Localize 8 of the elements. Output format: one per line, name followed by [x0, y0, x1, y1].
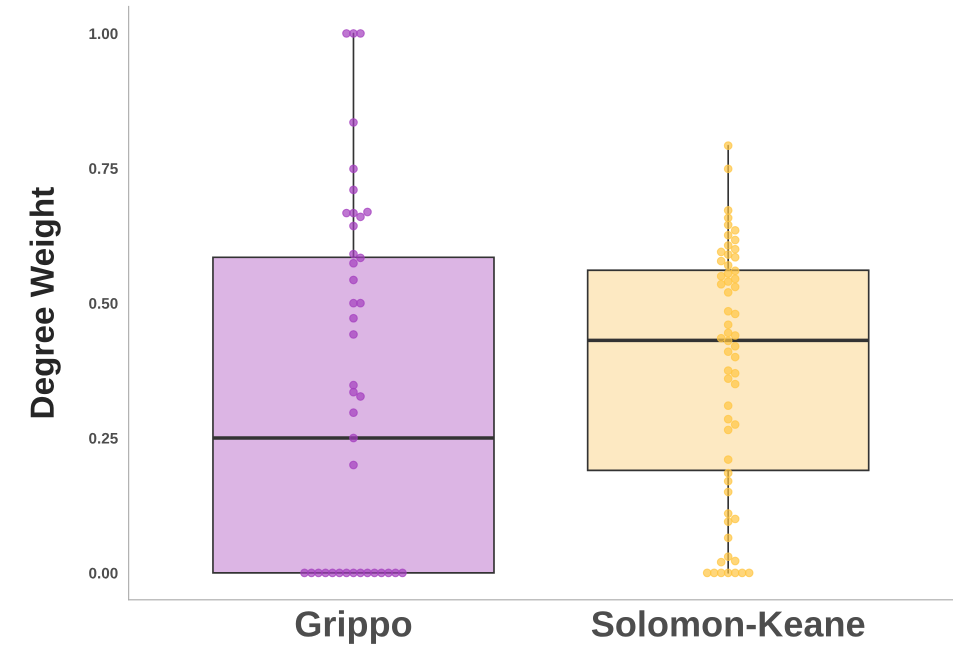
y-tick-label: 0.25	[89, 432, 118, 444]
x-tick-label: Grippo	[296, 610, 412, 644]
y-axis-title: Degree Weight	[30, 187, 61, 418]
y-tick-label: 0.50	[89, 298, 118, 309]
y-tick-label: 1.00	[89, 28, 118, 40]
y-tick-label: 0.75	[89, 163, 118, 174]
y-tick-label: 0.00	[89, 568, 118, 579]
x-tick-label: Solomon-Keane	[592, 610, 864, 637]
